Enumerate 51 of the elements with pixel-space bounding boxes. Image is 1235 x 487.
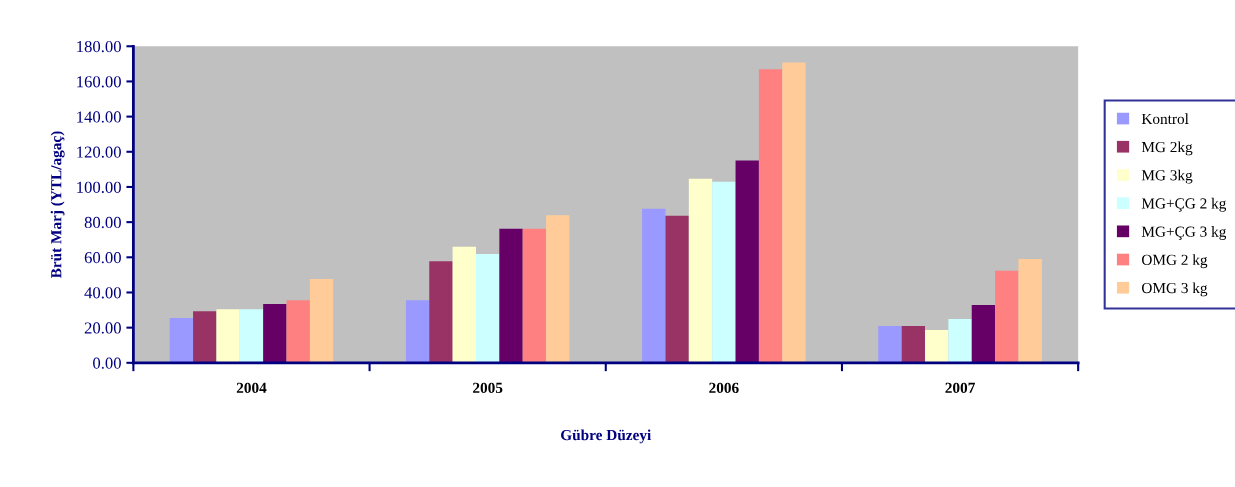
y-tick-label: 120.00 xyxy=(77,146,121,158)
legend-label: MG+ÇG 3 kg xyxy=(1141,226,1227,240)
x-tick-label: 2006 xyxy=(709,382,739,394)
legend-label: MG 3kg xyxy=(1141,169,1193,184)
x-tick-label: 2004 xyxy=(236,382,267,394)
bar xyxy=(522,228,547,363)
y-tick-label: 80.00 xyxy=(84,216,121,229)
x-axis-title: Gübre Düzeyi xyxy=(561,429,652,444)
bar xyxy=(475,253,500,363)
bar xyxy=(782,62,806,363)
bar xyxy=(216,309,240,363)
bar xyxy=(758,69,783,363)
bar xyxy=(688,178,713,363)
bar xyxy=(971,304,996,363)
bar xyxy=(239,309,264,363)
y-tick-label: 180.00 xyxy=(77,40,121,53)
bar xyxy=(1018,258,1042,363)
legend-label: OMG 3 kg xyxy=(1141,282,1208,297)
bar xyxy=(995,270,1019,363)
x-tick-label: 2007 xyxy=(945,382,975,394)
bar xyxy=(735,160,759,363)
bar xyxy=(405,300,430,363)
y-tick-label: 160.00 xyxy=(77,76,121,88)
legend-label: OMG 2 kg xyxy=(1141,254,1208,269)
x-tick-label: 2005 xyxy=(473,382,503,394)
bar xyxy=(499,228,523,363)
bar xyxy=(948,319,972,363)
bar xyxy=(925,330,949,363)
bar xyxy=(546,215,570,363)
y-tick-label: 0.00 xyxy=(93,357,121,369)
bar xyxy=(309,278,334,363)
bar xyxy=(878,326,902,363)
bar xyxy=(452,246,476,363)
legend-label: MG 2kg xyxy=(1141,141,1193,156)
bar xyxy=(286,300,310,363)
bar xyxy=(193,311,217,363)
bar xyxy=(429,261,453,363)
bar xyxy=(642,208,666,363)
y-tick-label: 20.00 xyxy=(84,322,121,334)
bar xyxy=(901,326,926,363)
y-axis-title: Brüt Marj (YTL/agaç) xyxy=(50,131,65,279)
bar xyxy=(169,317,194,363)
legend-label: MG+ÇG 2 kg xyxy=(1141,197,1227,212)
y-tick-label: 60.00 xyxy=(84,252,121,264)
y-tick-label: 40.00 xyxy=(84,287,121,299)
legend-label: Kontrol xyxy=(1141,113,1189,125)
bar xyxy=(665,215,689,363)
bar xyxy=(263,304,287,363)
y-tick-label: 140.00 xyxy=(77,111,121,123)
bar xyxy=(712,181,736,363)
y-tick-label: 100.00 xyxy=(77,181,121,193)
